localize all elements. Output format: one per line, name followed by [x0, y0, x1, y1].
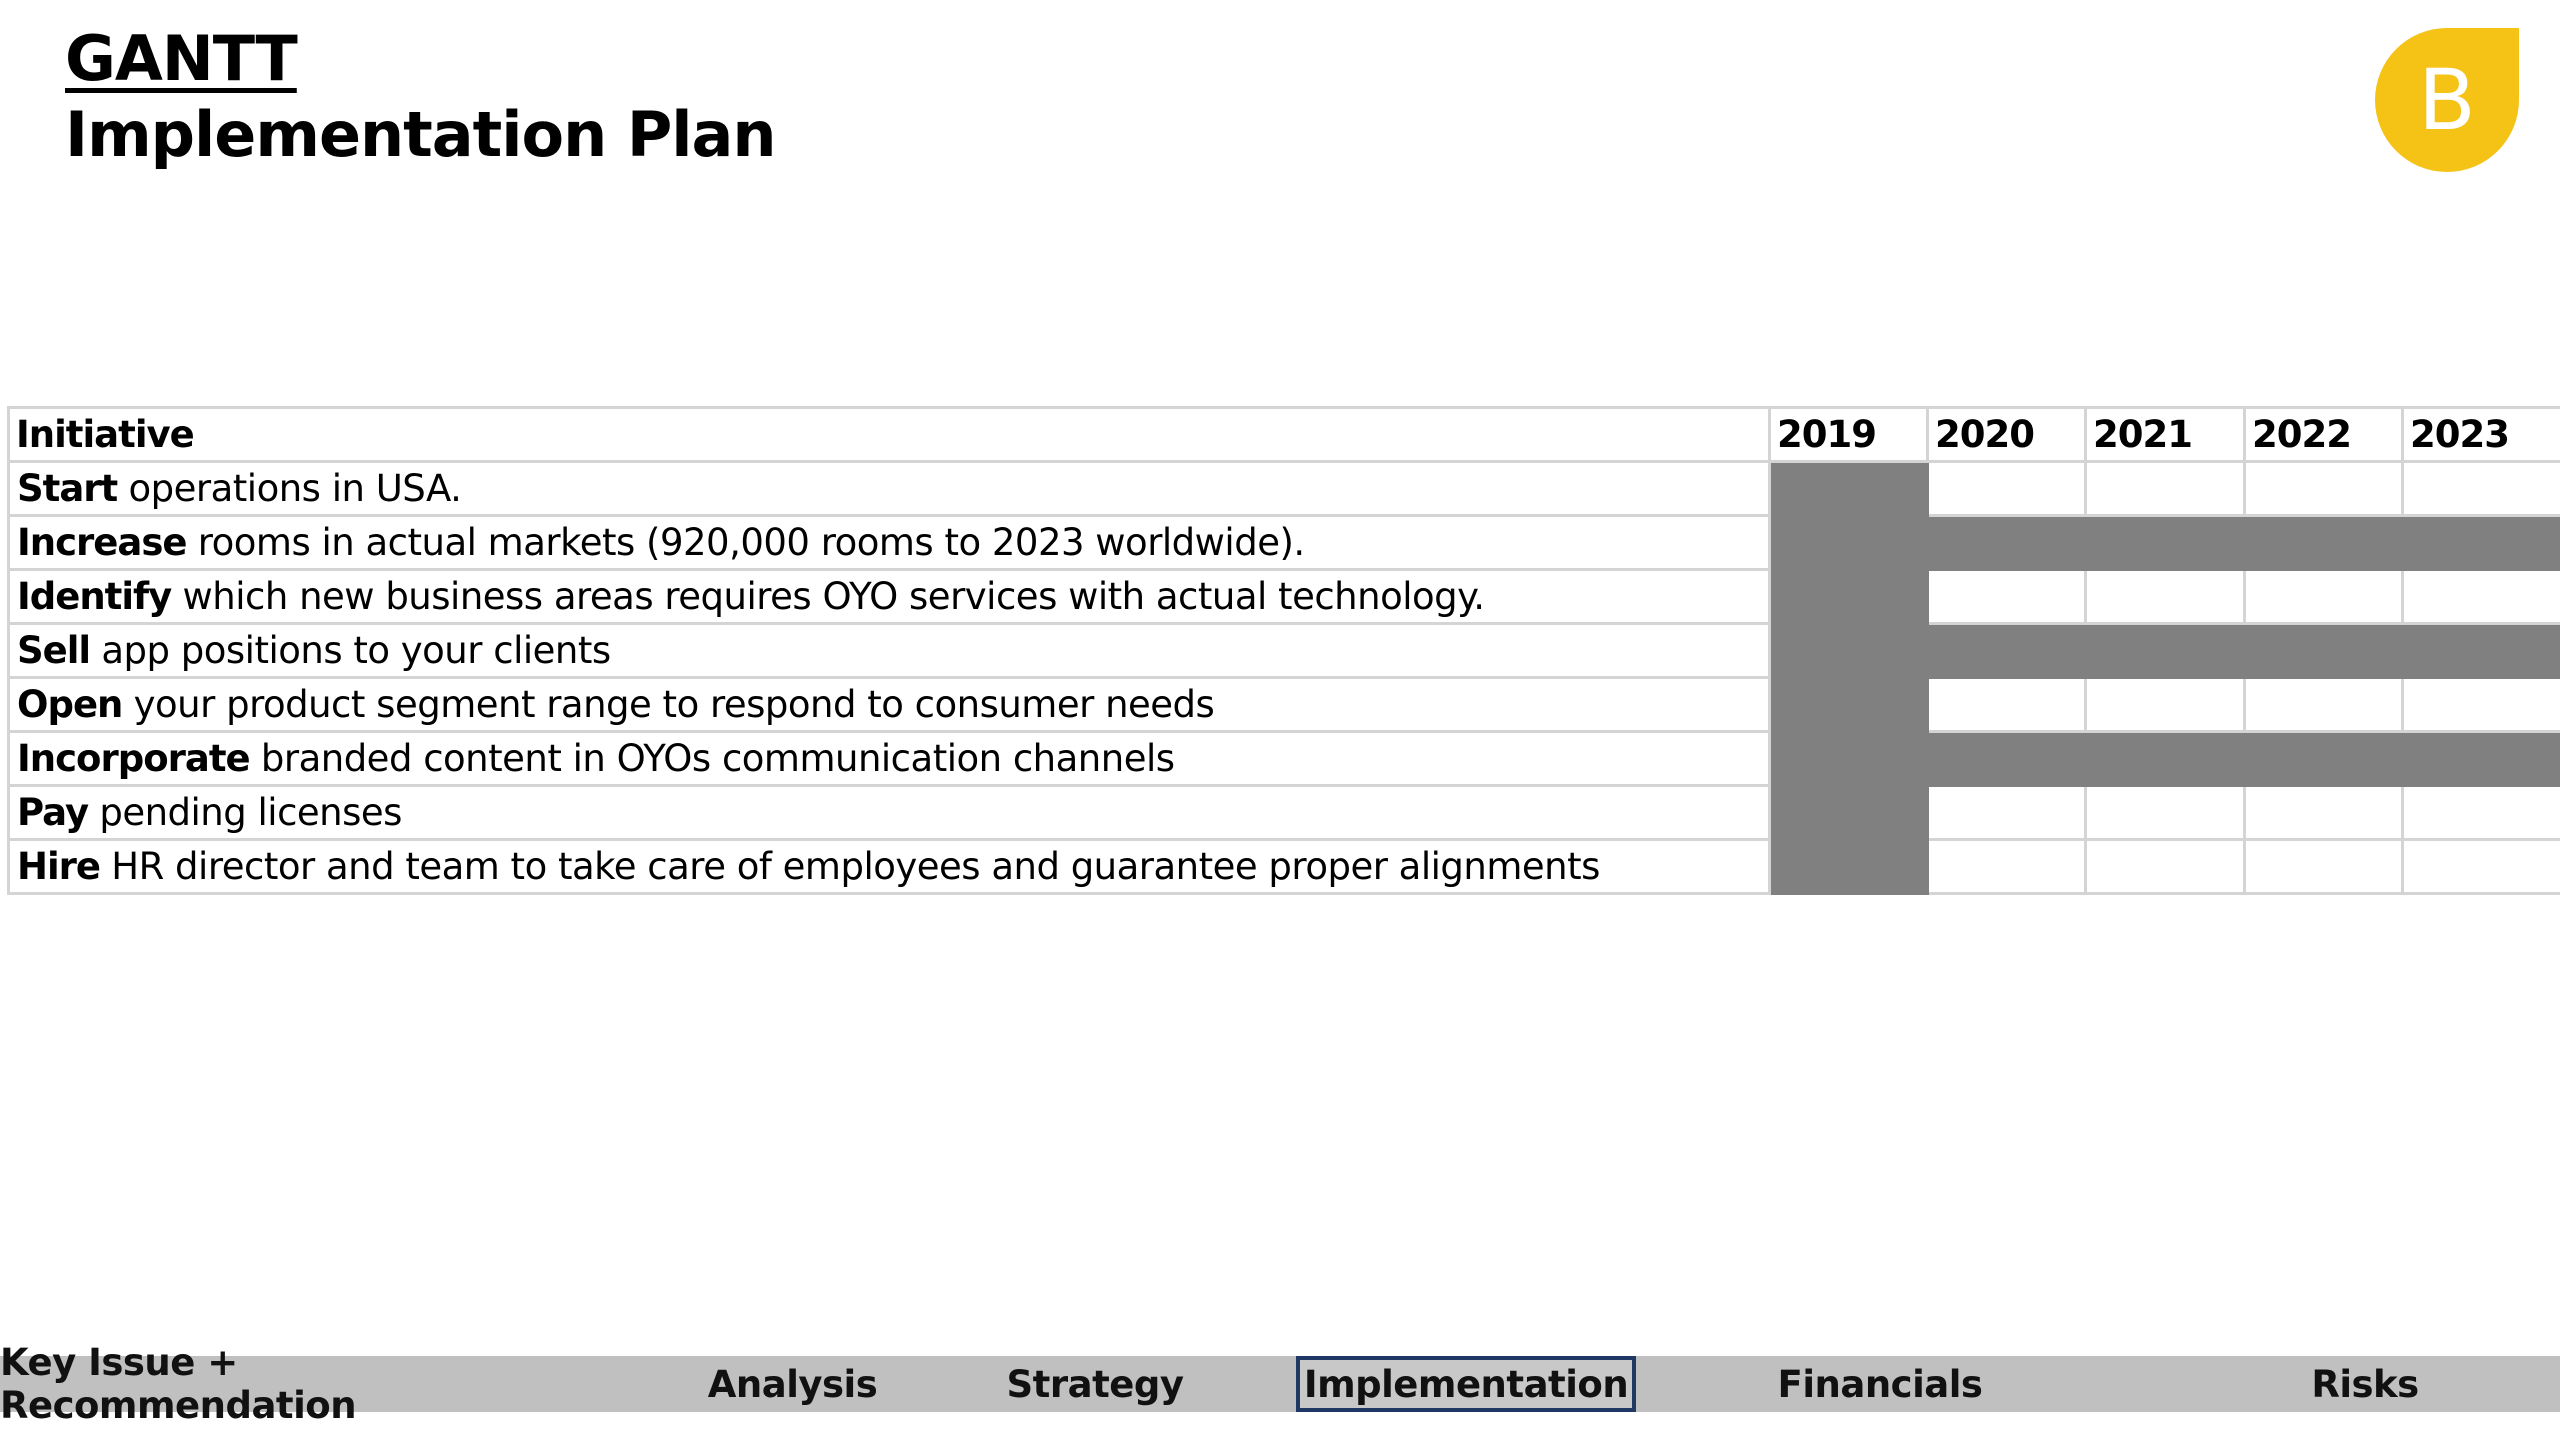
timeline-cell: [2243, 784, 2404, 841]
timeline-cell: [1926, 622, 2087, 679]
initiative-verb: Start: [17, 467, 118, 510]
gantt-row: Hire HR director and team to take care o…: [7, 838, 2560, 895]
initiative-cell: Incorporate branded content in OYOs comm…: [7, 730, 1771, 787]
timeline-cell: [2084, 838, 2246, 895]
initiative-text: pending licenses: [88, 791, 402, 834]
year-header: 2019: [1768, 406, 1929, 463]
initiative-verb: Open: [17, 683, 123, 726]
initiative-text: rooms in actual markets (920,000 rooms t…: [186, 521, 1305, 564]
timeline-cell: [1768, 622, 1929, 679]
initiative-verb: Sell: [17, 629, 91, 672]
bottom-nav: Key Issue + Recommendation Analysis Stra…: [0, 1341, 2560, 1427]
initiative-verb: Identify: [17, 575, 172, 618]
timeline-cell: [1768, 460, 1929, 517]
nav-strategy[interactable]: Strategy: [1006, 1362, 1184, 1406]
year-header: 2020: [1926, 406, 2087, 463]
year-header: 2023: [2401, 406, 2560, 463]
page-title: GANTT: [65, 22, 298, 95]
initiative-verb: Increase: [17, 521, 187, 564]
timeline-cell: [2401, 568, 2560, 625]
timeline-cell: [1926, 676, 2087, 733]
b-logo-icon: B: [2375, 28, 2519, 172]
nav-analysis[interactable]: Analysis: [707, 1362, 878, 1406]
timeline-cell: [2084, 730, 2246, 787]
nav-financials[interactable]: Financials: [1777, 1362, 1983, 1406]
gantt-row: Increase rooms in actual markets (920,00…: [7, 514, 2560, 571]
initiative-cell: Hire HR director and team to take care o…: [7, 838, 1771, 895]
timeline-cell: [1768, 838, 1929, 895]
gantt-row: Open your product segment range to respo…: [7, 676, 2560, 733]
page-subtitle: Implementation Plan: [65, 98, 776, 171]
initiative-cell: Sell app positions to your clients: [7, 622, 1771, 679]
timeline-cell: [2084, 460, 2246, 517]
gantt-row: Identify which new business areas requir…: [7, 568, 2560, 625]
initiative-text: your product segment range to respond to…: [122, 683, 1215, 726]
gantt-row: Pay pending licenses: [7, 784, 2560, 841]
timeline-cell: [1768, 784, 1929, 841]
timeline-cell: [2243, 730, 2404, 787]
timeline-cell: [2401, 676, 2560, 733]
initiative-verb: Pay: [17, 791, 89, 834]
year-header: 2022: [2243, 406, 2404, 463]
gantt-table: Initiative 2019 2020 2021 2022 2023 Star…: [7, 406, 2560, 895]
timeline-cell: [2401, 784, 2560, 841]
timeline-cell: [2243, 676, 2404, 733]
timeline-cell: [2401, 460, 2560, 517]
title-block: GANTT Implementation Plan: [65, 28, 776, 166]
timeline-cell: [1768, 730, 1929, 787]
timeline-cell: [1926, 568, 2087, 625]
timeline-cell: [2401, 730, 2560, 787]
timeline-cell: [1768, 676, 1929, 733]
gantt-row: Incorporate branded content in OYOs comm…: [7, 730, 2560, 787]
timeline-cell: [2243, 460, 2404, 517]
gantt-row: Start operations in USA.: [7, 460, 2560, 517]
initiative-header: Initiative: [7, 406, 1771, 463]
initiative-verb: Incorporate: [17, 737, 251, 780]
timeline-cell: [1926, 460, 2087, 517]
timeline-cell: [2084, 622, 2246, 679]
initiative-cell: Identify which new business areas requir…: [7, 568, 1771, 625]
timeline-cell: [2084, 784, 2246, 841]
initiative-verb: Hire: [17, 845, 101, 888]
timeline-cell: [2243, 568, 2404, 625]
gantt-row: Sell app positions to your clients: [7, 622, 2560, 679]
timeline-cell: [2243, 622, 2404, 679]
initiative-cell: Pay pending licenses: [7, 784, 1771, 841]
timeline-cell: [2401, 514, 2560, 571]
nav-risks[interactable]: Risks: [2311, 1362, 2419, 1406]
initiative-cell: Increase rooms in actual markets (920,00…: [7, 514, 1771, 571]
logo-letter: B: [2418, 51, 2476, 149]
timeline-cell: [2401, 838, 2560, 895]
initiative-text: branded content in OYOs communication ch…: [249, 737, 1175, 780]
gantt-body: Start operations in USA. Increase rooms …: [7, 460, 2560, 895]
year-header: 2021: [2084, 406, 2246, 463]
initiative-text: operations in USA.: [117, 467, 462, 510]
timeline-cell: [2084, 514, 2246, 571]
timeline-cell: [1926, 730, 2087, 787]
timeline-cell: [1768, 514, 1929, 571]
timeline-cell: [2084, 568, 2246, 625]
gantt-header-row: Initiative 2019 2020 2021 2022 2023: [7, 406, 2560, 463]
initiative-text: app positions to your clients: [90, 629, 611, 672]
timeline-cell: [2084, 676, 2246, 733]
timeline-cell: [2243, 514, 2404, 571]
initiative-text: which new business areas requires OYO se…: [171, 575, 1485, 618]
logo-shape: [2375, 28, 2519, 172]
initiative-cell: Open your product segment range to respo…: [7, 676, 1771, 733]
timeline-cell: [2243, 838, 2404, 895]
timeline-cell: [1926, 838, 2087, 895]
timeline-cell: [1768, 568, 1929, 625]
initiative-cell: Start operations in USA.: [7, 460, 1771, 517]
nav-key-issue[interactable]: Key Issue + Recommendation: [0, 1341, 357, 1427]
timeline-cell: [2401, 622, 2560, 679]
initiative-text: HR director and team to take care of emp…: [100, 845, 1600, 888]
nav-implementation[interactable]: Implementation: [1296, 1356, 1636, 1412]
timeline-cell: [1926, 784, 2087, 841]
timeline-cell: [1926, 514, 2087, 571]
